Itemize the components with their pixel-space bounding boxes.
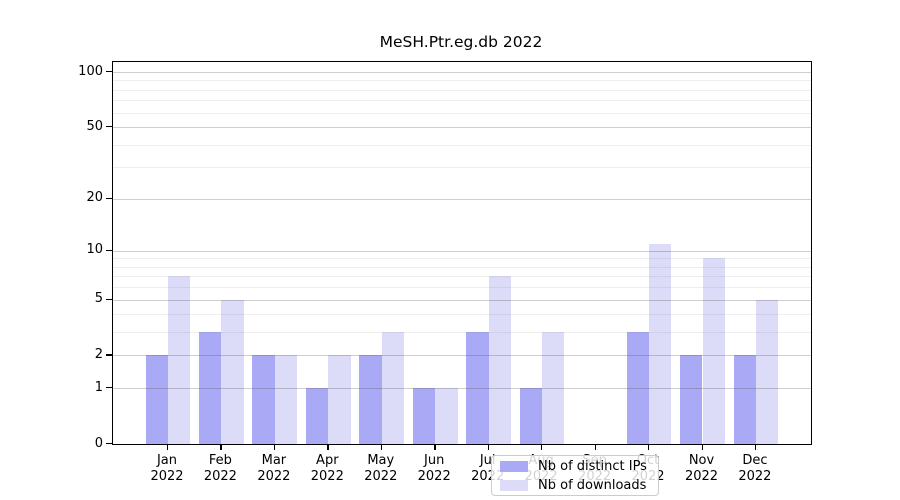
chart-title: MeSH.Ptr.eg.db 2022 <box>379 33 543 51</box>
bar-downloads-feb <box>221 299 244 444</box>
y-tick-mark-20 <box>106 197 112 199</box>
bar-distinct-ips-nov <box>680 355 703 444</box>
y-tick-label-100: 100 <box>78 63 103 79</box>
bar-downloads-oct <box>649 243 672 444</box>
y-tick-mark-100 <box>106 71 112 73</box>
legend-item-distinct-ips: Nb of distinct IPs <box>500 459 650 474</box>
x-tick-mark-dec <box>754 444 757 450</box>
bar-downloads-mar <box>274 355 298 444</box>
x-tick-label-nov: Nov 2022 <box>684 453 719 484</box>
bar-downloads-jun <box>435 388 458 444</box>
y-tick-mark-50 <box>106 126 112 128</box>
x-tick-mark-apr <box>327 444 329 450</box>
bar-downloads-apr <box>328 355 351 444</box>
legend-item-downloads: Nb of downloads <box>500 478 650 493</box>
x-tick-label-may: May 2022 <box>364 453 398 484</box>
bar-downloads-dec <box>755 299 779 444</box>
y-tick-mark-10 <box>106 249 112 252</box>
y-tick-label-1: 1 <box>94 379 103 395</box>
x-tick-label-jan: Jan 2022 <box>150 453 184 484</box>
legend: Nb of distinct IPs Nb of downloads <box>491 455 659 496</box>
x-tick-mark-jun <box>434 444 436 450</box>
bar-downloads-jan <box>168 276 191 444</box>
x-tick-mark-may <box>380 444 383 450</box>
x-tick-label-dec: Dec 2022 <box>738 453 772 484</box>
gridline-major-10 <box>113 250 811 252</box>
bar-distinct-ips-dec <box>733 355 756 444</box>
plot-area: Nb of distinct IPs Nb of downloads <box>112 61 812 496</box>
x-tick-mark-jan <box>167 444 169 450</box>
gridline-minor-40 <box>113 144 811 146</box>
bar-distinct-ips-jan <box>145 355 168 444</box>
legend-label-distinct-ips: Nb of distinct IPs <box>538 458 647 474</box>
bar-distinct-ips-feb <box>199 332 222 444</box>
gridline-minor-30 <box>113 167 811 169</box>
y-tick-label-50: 50 <box>86 118 103 134</box>
legend-label-downloads: Nb of downloads <box>538 477 647 493</box>
y-tick-label-5: 5 <box>94 291 103 307</box>
y-tick-label-2: 2 <box>94 346 103 362</box>
x-tick-mark-jul <box>487 444 490 450</box>
gridline-minor-70 <box>113 100 811 102</box>
gridline-major-50 <box>113 127 811 129</box>
x-tick-mark-nov <box>701 444 703 450</box>
x-tick-label-apr: Apr 2022 <box>310 453 344 484</box>
gridline-minor-90 <box>113 80 811 82</box>
bar-distinct-ips-jul <box>466 332 489 444</box>
y-tick-mark-2 <box>106 354 112 356</box>
bar-downloads-may <box>381 332 405 444</box>
gridline-minor-80 <box>113 89 811 91</box>
x-tick-mark-mar <box>273 444 276 450</box>
bar-distinct-ips-oct <box>626 332 649 444</box>
bar-downloads-aug <box>542 332 565 444</box>
x-tick-mark-oct <box>648 444 650 450</box>
y-tick-label-0: 0 <box>94 435 103 451</box>
x-tick-label-jun: Jun 2022 <box>417 453 451 484</box>
x-tick-mark-aug <box>541 444 543 450</box>
bar-distinct-ips-apr <box>305 388 329 444</box>
bar-distinct-ips-jun <box>412 388 436 444</box>
bar-downloads-jul <box>488 276 512 444</box>
bar-distinct-ips-aug <box>519 388 543 444</box>
bar-downloads-nov <box>702 258 725 444</box>
gridline-major-100 <box>113 72 811 73</box>
x-tick-mark-sep <box>594 444 596 450</box>
x-tick-label-feb: Feb 2022 <box>203 453 237 484</box>
gridline-minor-60 <box>113 112 811 114</box>
x-tick-label-mar: Mar 2022 <box>257 453 291 484</box>
bar-distinct-ips-may <box>359 355 382 444</box>
y-tick-label-20: 20 <box>86 190 103 206</box>
y-tick-label-10: 10 <box>86 242 103 258</box>
legend-swatch-distinct-ips <box>500 460 528 472</box>
bar-distinct-ips-mar <box>252 355 275 444</box>
gridline-major-20 <box>113 198 811 200</box>
y-tick-mark-1 <box>106 387 112 389</box>
x-tick-mark-feb <box>220 444 222 450</box>
legend-swatch-downloads <box>500 479 528 491</box>
y-tick-mark-0 <box>106 443 112 445</box>
y-tick-mark-5 <box>106 298 112 300</box>
